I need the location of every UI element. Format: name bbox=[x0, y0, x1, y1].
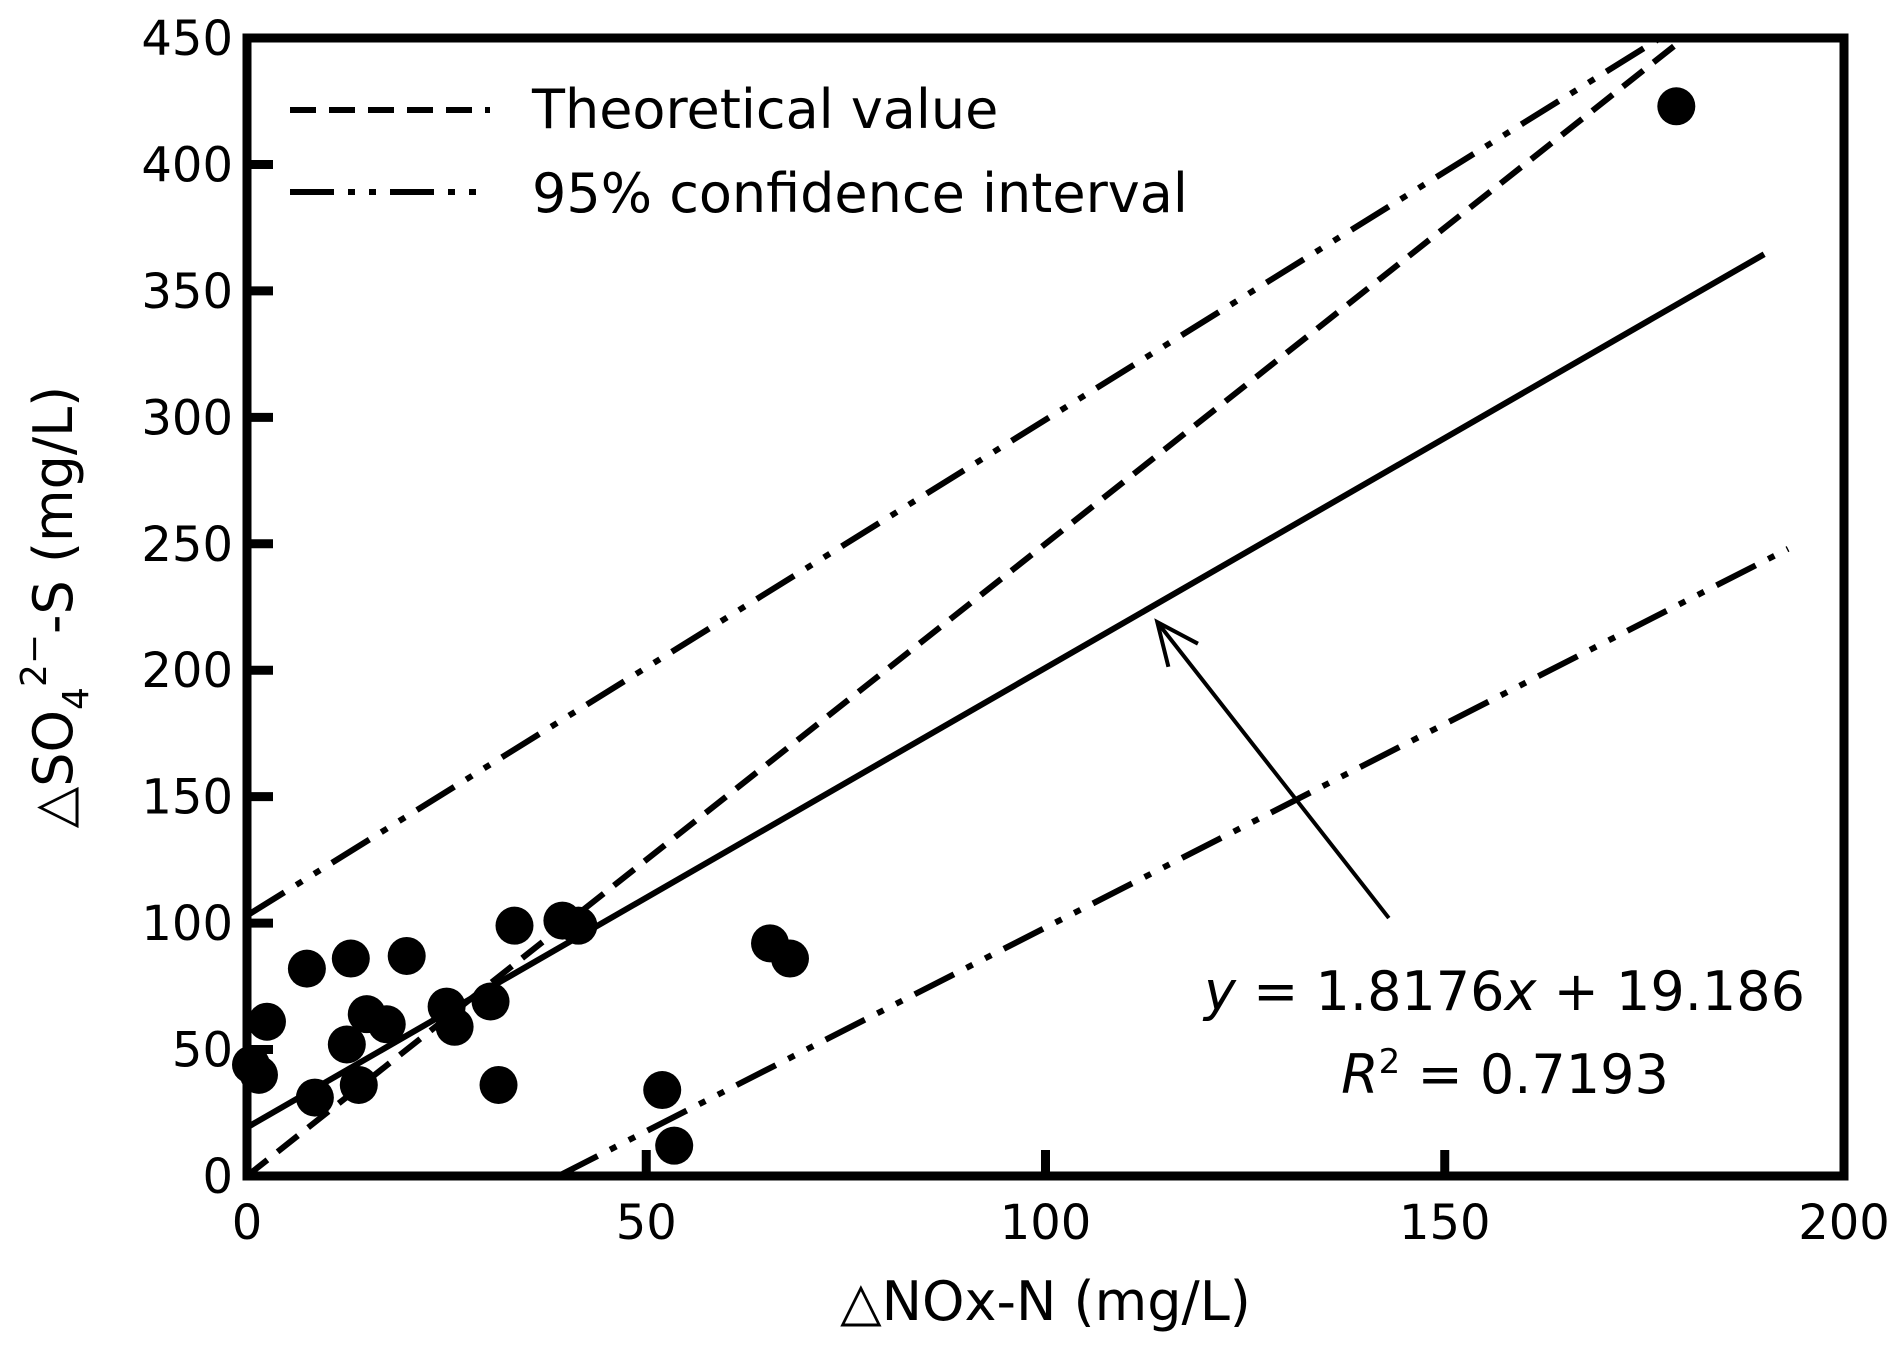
data-point-18 bbox=[643, 1071, 682, 1110]
annotation-arrow-group bbox=[1154, 618, 1391, 920]
y-title-lead: △SO bbox=[22, 710, 85, 828]
data-point-3 bbox=[287, 949, 326, 988]
y-tick-label-50: 50 bbox=[172, 1023, 233, 1079]
y-title-tail: -S (mg/L) bbox=[22, 386, 85, 634]
data-point-6 bbox=[331, 939, 370, 978]
x-tick-label-200: 200 bbox=[1798, 1195, 1890, 1251]
chart-lines bbox=[245, 35, 1790, 1179]
data-point-13 bbox=[471, 982, 510, 1021]
r2-value: = 0.7193 bbox=[1400, 1043, 1669, 1106]
x-tick-label-150: 150 bbox=[1399, 1195, 1491, 1251]
x-axis-title: △NOx-N (mg/L) bbox=[840, 1270, 1251, 1333]
y-tick-label-450: 450 bbox=[141, 11, 233, 67]
data-point-4 bbox=[295, 1078, 334, 1117]
annotation-arrow-shaft bbox=[1155, 620, 1391, 920]
y-tick-label-400: 400 bbox=[141, 137, 233, 193]
legend-label-theoretical: Theoretical value bbox=[531, 78, 998, 141]
data-point-7 bbox=[339, 1065, 378, 1104]
line-95-confidence-interval-1 bbox=[245, 35, 1662, 919]
y-tick-label-150: 150 bbox=[141, 770, 233, 826]
r-squared: R2 = 0.7193 bbox=[1341, 1042, 1669, 1106]
line-theoretical-value-0 bbox=[245, 35, 1687, 1179]
data-point-15 bbox=[495, 906, 534, 945]
data-point-12 bbox=[435, 1007, 474, 1046]
tick-labels: 0 50 100 150 200 0 50 100 150 200 250 300 350 400 450 bbox=[141, 11, 1889, 1251]
y-tick-label-0: 0 bbox=[202, 1149, 233, 1205]
y-title-superscript: 2− bbox=[14, 634, 55, 687]
y-tick-label-300: 300 bbox=[141, 390, 233, 446]
data-point-10 bbox=[387, 936, 426, 975]
equation-x-var: x bbox=[1503, 960, 1538, 1023]
line-95-confidence-interval-2 bbox=[557, 546, 1790, 1179]
regression-equation: y = 1.8176x + 19.186 bbox=[1202, 960, 1805, 1023]
y-axis-title: △SO42−-S (mg/L) bbox=[14, 386, 97, 829]
legend: Theoretical value 95% confidence interva… bbox=[290, 78, 1188, 225]
y-tick-label-200: 200 bbox=[141, 643, 233, 699]
data-point-21 bbox=[770, 939, 809, 978]
axis-ticks bbox=[247, 159, 1450, 1176]
y-tick-label-350: 350 bbox=[141, 264, 233, 320]
y-tick-label-250: 250 bbox=[141, 517, 233, 573]
x-tick-label-50: 50 bbox=[616, 1195, 677, 1251]
line-fit-3 bbox=[245, 251, 1766, 1131]
annotation-arrowhead bbox=[1154, 618, 1199, 668]
equation-intercept: + 19.186 bbox=[1536, 960, 1805, 1023]
data-point-5 bbox=[327, 1025, 366, 1064]
x-tick-label-100: 100 bbox=[1000, 1195, 1092, 1251]
data-point-2 bbox=[247, 1002, 286, 1041]
data-point-9 bbox=[367, 1005, 406, 1044]
data-point-17 bbox=[559, 906, 598, 945]
x-tick-label-0: 0 bbox=[232, 1195, 263, 1251]
r2-symbol: R bbox=[1341, 1043, 1379, 1106]
legend-label-confidence: 95% confidence interval bbox=[532, 162, 1188, 225]
data-points bbox=[231, 87, 1696, 1165]
data-point-19 bbox=[655, 1126, 694, 1165]
r2-superscript: 2 bbox=[1379, 1042, 1401, 1082]
equation-y-var: y bbox=[1202, 960, 1237, 1023]
y-title-subscript: 4 bbox=[56, 687, 97, 710]
data-point-22 bbox=[1657, 87, 1696, 126]
y-tick-label-100: 100 bbox=[141, 896, 233, 952]
equation-slope: = 1.8176 bbox=[1236, 960, 1505, 1023]
data-point-14 bbox=[479, 1065, 518, 1104]
